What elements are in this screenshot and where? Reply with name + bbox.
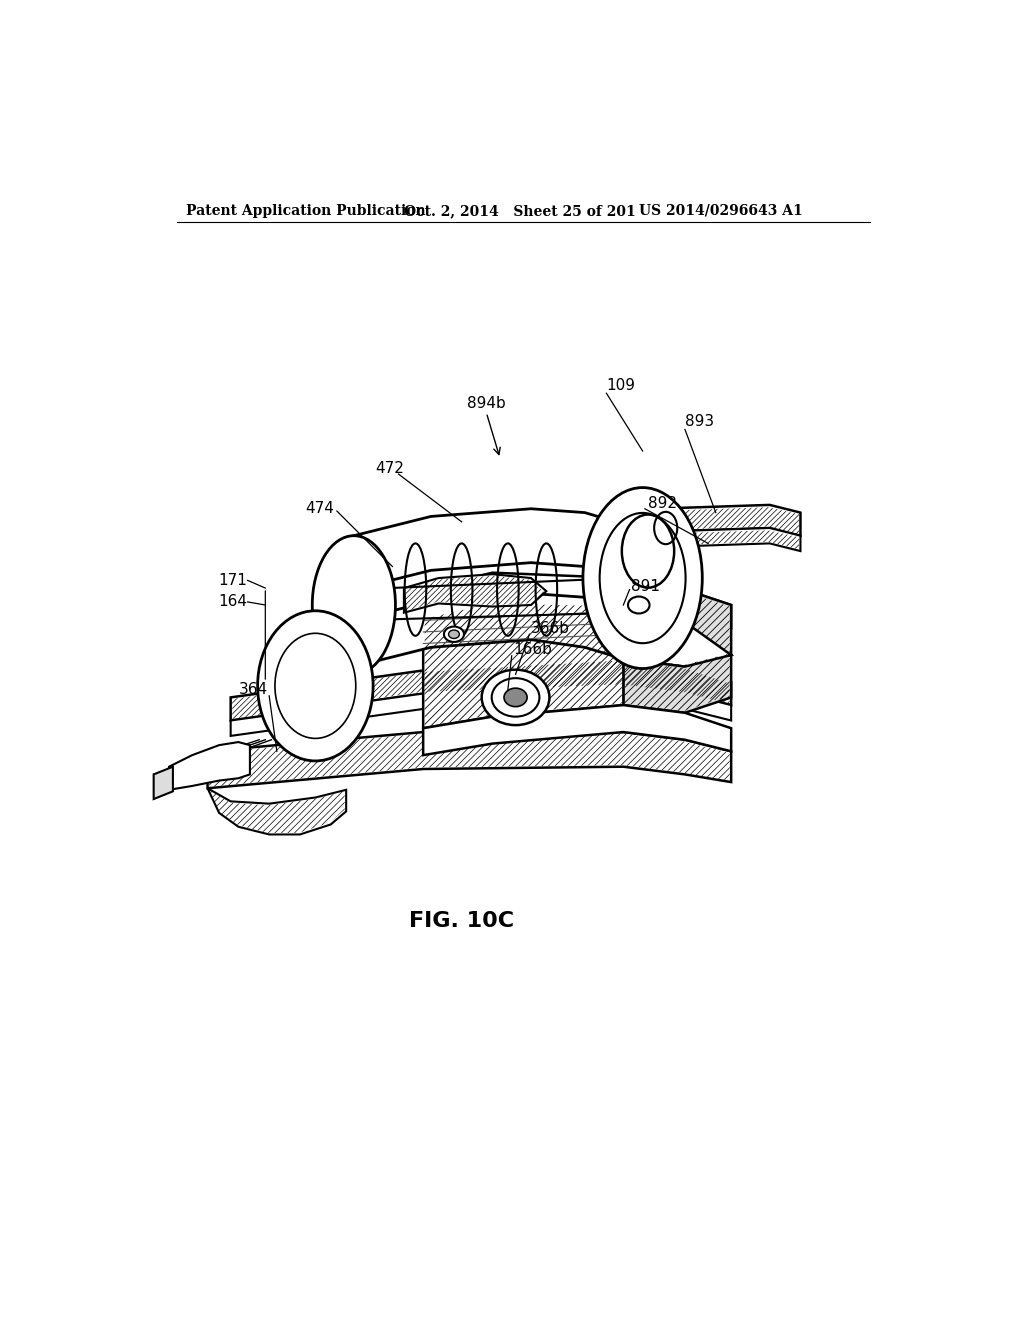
Ellipse shape [492, 678, 540, 717]
Ellipse shape [312, 536, 395, 675]
Polygon shape [423, 601, 624, 729]
Ellipse shape [481, 669, 550, 725]
Polygon shape [624, 578, 731, 713]
Text: Patent Application Publication: Patent Application Publication [186, 203, 426, 218]
Text: 472: 472 [376, 461, 404, 477]
Text: 892: 892 [648, 496, 677, 511]
Ellipse shape [444, 627, 464, 642]
Text: 891: 891 [631, 579, 660, 594]
Text: 109: 109 [606, 378, 636, 393]
Polygon shape [624, 528, 801, 562]
Polygon shape [624, 506, 801, 548]
Text: 364: 364 [239, 682, 267, 697]
Ellipse shape [583, 487, 702, 668]
Text: FIG. 10C: FIG. 10C [410, 911, 514, 931]
Polygon shape [403, 574, 547, 612]
Text: 171: 171 [219, 573, 248, 587]
Polygon shape [230, 659, 731, 721]
Polygon shape [169, 742, 250, 789]
Polygon shape [423, 705, 731, 755]
Text: 166b: 166b [513, 642, 552, 657]
Text: 474: 474 [306, 502, 335, 516]
Ellipse shape [258, 611, 373, 760]
Text: 164: 164 [218, 594, 248, 610]
Text: 894b: 894b [467, 396, 506, 411]
Ellipse shape [449, 630, 460, 639]
Polygon shape [230, 686, 731, 737]
Text: 366b: 366b [531, 620, 570, 636]
Polygon shape [154, 767, 173, 799]
Polygon shape [423, 573, 731, 628]
Text: 893: 893 [685, 414, 714, 429]
Polygon shape [208, 733, 731, 788]
Polygon shape [354, 594, 624, 667]
Polygon shape [354, 508, 624, 590]
Polygon shape [208, 788, 346, 834]
Text: US 2014/0296643 A1: US 2014/0296643 A1 [639, 203, 803, 218]
Ellipse shape [504, 688, 527, 706]
Text: Oct. 2, 2014   Sheet 25 of 201: Oct. 2, 2014 Sheet 25 of 201 [403, 203, 636, 218]
